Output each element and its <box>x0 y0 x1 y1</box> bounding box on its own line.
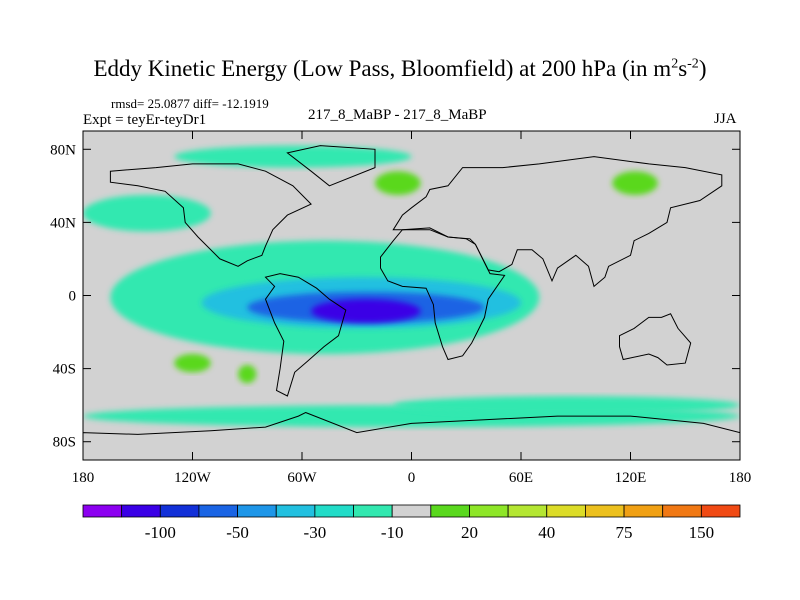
contour-region-4 <box>83 194 211 232</box>
x-tick-label: 60E <box>509 470 533 486</box>
coastline-1 <box>264 273 347 397</box>
contour-region-9 <box>612 171 658 195</box>
contour-region-7 <box>393 396 740 415</box>
colorbar-swatch <box>391 504 432 518</box>
chart-title: Eddy Kinetic Energy (Low Pass, Bloomfiel… <box>0 56 800 82</box>
x-tick-label: 60W <box>287 470 317 486</box>
coastline-0 <box>109 163 312 267</box>
colorbar-swatch <box>82 504 123 518</box>
y-tick-label: 0 <box>69 289 77 305</box>
coastline-4 <box>619 313 692 366</box>
case-label: 217_8_MaBP - 217_8_MaBP <box>308 107 487 123</box>
contour-region-3 <box>311 299 421 323</box>
colorbar-swatch <box>353 504 393 518</box>
colorbar-swatch <box>275 504 316 518</box>
colorbar-label: 40 <box>538 523 555 542</box>
colorbar-swatch <box>546 504 586 518</box>
contour-region-10 <box>174 353 211 373</box>
coastline-layer <box>83 145 740 460</box>
colorbar-swatch <box>662 504 702 518</box>
x-tick-label: 180 <box>72 470 95 486</box>
colorbar-label: 20 <box>461 523 478 542</box>
colorbar-label: 150 <box>689 523 715 542</box>
colorbar-label: -50 <box>226 523 249 542</box>
colorbar-swatch <box>198 504 238 518</box>
colorbar-swatch <box>623 504 664 518</box>
colorbar-label: -10 <box>381 523 404 542</box>
title-text-3: ) <box>698 56 707 81</box>
y-tick-label: 80S <box>53 435 76 451</box>
colorbar-swatch <box>159 504 200 518</box>
colorbar-swatch <box>700 504 741 518</box>
colorbar-swatch <box>237 504 277 518</box>
colorbar-swatch <box>469 504 509 518</box>
colorbar-label: 75 <box>616 523 633 542</box>
season-label: JJA <box>714 111 737 127</box>
title-superscript-2: -2 <box>687 56 699 72</box>
axis-layer: 180 120W 60W 0 60E 120E 180 80N 40N 0 40S 80S <box>50 131 751 486</box>
x-tick-label: 0 <box>408 470 416 486</box>
coastline-5 <box>83 411 740 460</box>
colorbar: -100 -50 -30 -10 20 40 75 150 <box>82 504 741 542</box>
stats-label: rmsd= 25.0877 diff= -12.1919 <box>111 96 269 111</box>
title-superscript-1: 2 <box>671 56 679 72</box>
y-tick-label: 40S <box>53 362 76 378</box>
y-tick-label: 80N <box>50 142 76 158</box>
x-tick-label: 120E <box>615 470 647 486</box>
coastline-2 <box>392 156 723 288</box>
x-tick-label: 180 <box>729 470 752 486</box>
contour-region-8 <box>375 171 421 195</box>
title-text: Eddy Kinetic Energy (Low Pass, Bloomfiel… <box>93 56 672 81</box>
colorbar-swatch <box>314 504 354 518</box>
contour-region-11 <box>238 364 257 384</box>
colorbar-swatch <box>121 504 161 518</box>
colorbar-swatch <box>507 504 548 518</box>
coastline-6 <box>286 145 376 187</box>
colorbar-label: -30 <box>304 523 327 542</box>
title-text-2: s <box>678 56 688 81</box>
y-tick-label: 40N <box>50 215 76 231</box>
colorbar-swatch <box>585 504 625 518</box>
coastline-3 <box>380 227 506 361</box>
expt-label: Expt = teyEr-teyDr1 <box>83 112 207 128</box>
map-area <box>83 131 740 460</box>
colorbar-label: -100 <box>145 523 176 542</box>
colorbar-swatch <box>430 504 470 518</box>
x-tick-label: 120W <box>174 470 212 486</box>
